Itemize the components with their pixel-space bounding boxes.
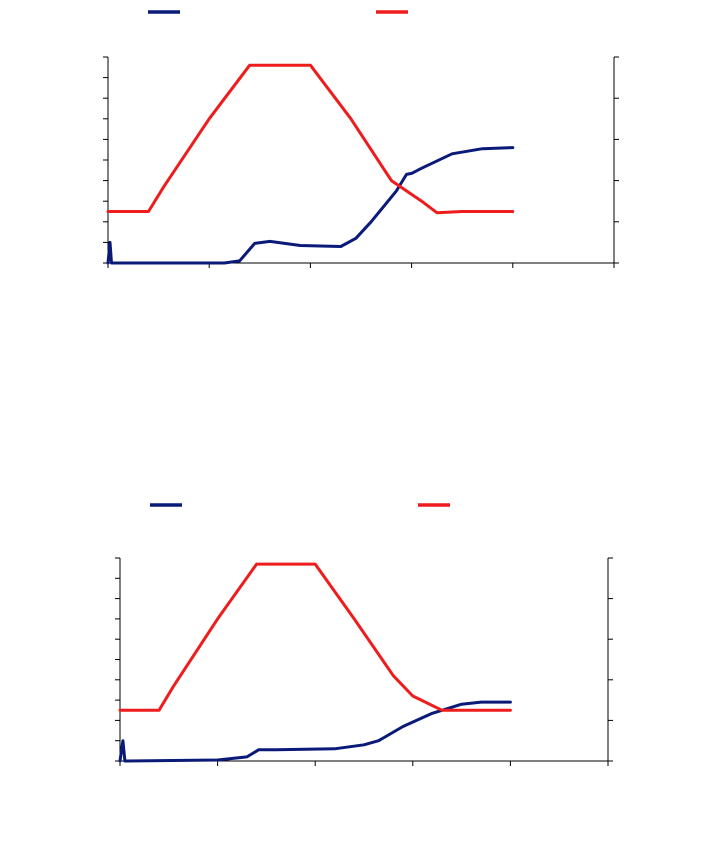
axis-ticks	[103, 56, 619, 268]
series-line-navy	[106, 146, 515, 265]
chart-bottom	[115, 503, 613, 766]
series-line-red	[106, 63, 515, 215]
plot-area	[106, 63, 515, 265]
series-line-red	[118, 562, 512, 712]
axis-ticks	[115, 557, 613, 766]
series-line-navy	[118, 700, 512, 763]
chart-top	[103, 10, 619, 268]
plot-area	[118, 562, 512, 763]
